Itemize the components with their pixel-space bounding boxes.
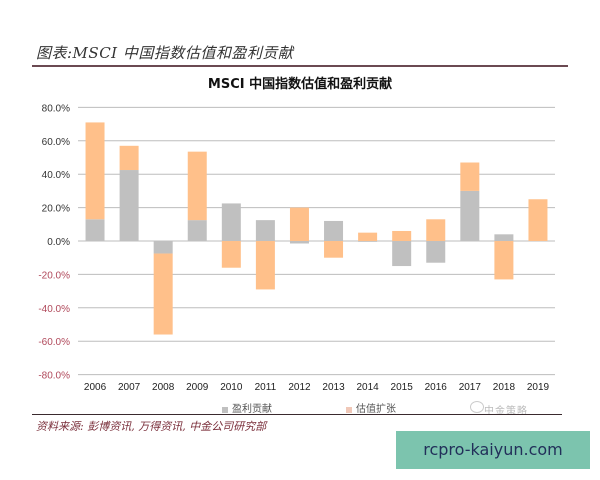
source-note: 资料来源: 彭博资讯, 万得资讯, 中金公司研究部 [36,420,267,433]
y-tick-label: -60.0% [38,337,70,348]
x-tick-label: 2007 [118,382,141,393]
x-tick-label: 2016 [425,382,448,393]
bar-segment [221,203,241,241]
bar-segment [187,220,207,241]
y-axis-ticks: 80.0% 60.0% 40.0% 20.0% 0.0% -20.0% -40.0% -60.… [38,103,70,381]
bar-segment [85,219,105,241]
bar-segment [153,253,173,335]
y-tick-label: -40.0% [38,304,70,315]
bar-segment [85,122,105,220]
bar-segment [460,190,480,241]
y-tick-label: 80.0% [42,103,70,114]
bar-segment [187,151,207,221]
y-tick-label: 40.0% [42,170,70,181]
brand-watermark: 中金策略 [484,406,528,417]
x-tick-label: 2006 [84,382,107,393]
header-divider [32,65,568,67]
y-tick-label: 0.0% [47,237,70,248]
legend-swatch-valuation [346,406,352,413]
bar-segment [289,241,309,244]
x-tick-label: 2012 [288,382,311,393]
bar-segment [426,241,446,263]
bar-segment [119,170,139,241]
legend-label-valuation: 估值扩张 [356,404,396,415]
x-tick-label: 2013 [322,382,345,393]
stacked-bar-chart: 80.0% 60.0% 40.0% 20.0% 0.0% -20.0% -40.0% -60.… [38,103,555,393]
bar-segment [255,220,275,241]
bar-segment [358,241,378,242]
bar-segment [494,241,514,280]
bar-segment [358,232,378,241]
bars [85,122,548,335]
legend-swatch-earnings [222,406,228,413]
bar-segment [119,145,139,171]
x-axis-ticks: 2006 2007 2008 2009 2010 2011 2012 2013 2014 2015… [84,382,550,393]
bar-segment [392,230,412,241]
bar-segment [392,241,412,267]
x-tick-label: 2010 [220,382,243,393]
brand-logo-icon [470,401,484,413]
x-tick-label: 2019 [527,382,550,393]
gridlines [78,106,555,376]
bar-segment [324,220,344,241]
bar-segment [221,241,241,268]
x-tick-label: 2017 [459,382,482,393]
bar-segment [153,241,173,254]
legend-item-valuation: 估值扩张 [346,400,396,415]
bar-segment [255,241,275,290]
x-tick-label: 2008 [152,382,175,393]
x-tick-label: 2015 [391,382,414,393]
y-tick-label: 60.0% [42,137,70,148]
x-tick-label: 2011 [255,382,277,393]
bar-segment [460,162,480,191]
x-tick-label: 2018 [493,382,516,393]
x-tick-label: 2014 [356,382,379,393]
y-tick-label: 20.0% [42,204,70,215]
bar-segment [289,207,309,241]
y-tick-label: -20.0% [38,270,70,281]
figure-title: 图表:MSCI 中国指数估值和盈利贡献 [36,44,294,62]
y-tick-label: -80.0% [38,371,70,382]
footer-divider [32,414,562,415]
bar-segment [528,199,548,241]
chart-title: MSCI 中国指数估值和盈利贡献 [207,77,393,92]
bar-segment [324,241,344,258]
bar-segment [494,234,514,241]
site-watermark: rcpro-kaiyun.com [396,431,590,469]
legend-item-earnings: 盈利贡献 [222,400,272,415]
bar-segment [426,219,446,241]
x-tick-label: 2009 [186,382,209,393]
legend-label-earnings: 盈利贡献 [232,404,272,415]
